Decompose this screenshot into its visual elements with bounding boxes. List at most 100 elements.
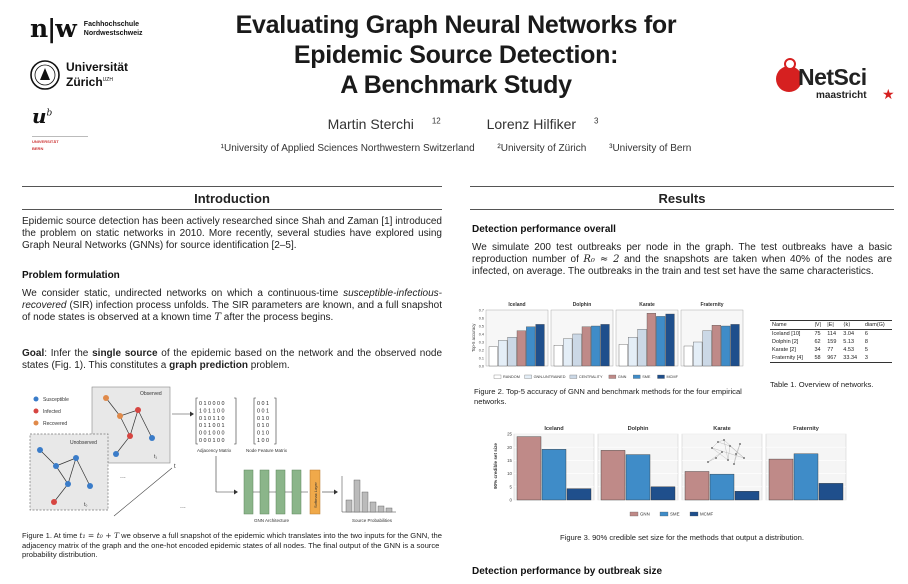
fig2-bar	[656, 316, 666, 367]
fig3-panel-title: Dolphin	[628, 426, 649, 432]
table-cell: 62	[814, 339, 821, 345]
affil2: ²University of Zürich	[497, 143, 587, 154]
table-cell: 159	[827, 339, 837, 345]
fig3-bar	[600, 450, 626, 501]
netsci-ball-icon	[776, 58, 802, 92]
affil1: ¹University of Applied Sciences Northwes…	[220, 143, 475, 154]
karate-network-inset	[707, 439, 745, 465]
adj-row: 0 0 1 0 0 0	[199, 431, 224, 437]
intro-para2: We consider static, undirected networks …	[22, 288, 442, 323]
fig2-bar	[507, 337, 517, 367]
problem-heading: Problem formulation	[22, 270, 120, 281]
feat-row: 0 0 1	[257, 401, 269, 407]
adj-row: 0 1 0 1 1 0	[199, 416, 224, 422]
overall-heading: Detection performance overall	[472, 224, 616, 235]
bern-u: u	[32, 104, 47, 128]
adjacency-matrix: 0 1 0 0 0 01 0 1 1 0 0 0 1 0 1 1 00 1 1 0…	[199, 401, 224, 444]
table-row: Iceland [10] 75 114 3.04 6	[770, 330, 892, 339]
table-cell: 77	[827, 347, 834, 353]
figure-3-chart: 90% credible set size 0 5 10 15 20 25 Iceland Do…	[493, 426, 847, 517]
fhnw-line1: Fachhochschule	[83, 20, 140, 28]
fig3-legend-label: MCMF	[700, 512, 713, 517]
fig2-legend-label: CENTRALITY	[579, 375, 603, 379]
author2-sup: 3	[593, 116, 599, 126]
feat-label: Node Feature Matrix	[246, 448, 288, 453]
figure-1: Observed t₁ Susceptible Infected Recover…	[29, 386, 396, 523]
table-cell: 5.13	[843, 339, 855, 345]
fig1-caption: Figure 1. At time t₁ = t₀ + T we observe…	[22, 531, 442, 559]
fig3-panel-title: Iceland	[544, 426, 564, 432]
fig2-legend-swatch	[524, 374, 532, 379]
table-cell: 34	[814, 347, 821, 353]
fig3-ytick: 0	[510, 498, 513, 503]
prob-label: Source Probabilities	[352, 518, 393, 523]
uzh-logo: Universität ZürichUZH	[30, 60, 128, 90]
fig2-bar	[535, 324, 545, 367]
fig3-bar	[566, 488, 592, 501]
fig3-ylabel: 90% credible set size	[493, 443, 498, 489]
author1-sup: 12	[431, 116, 441, 126]
fig3-legend-swatch	[659, 511, 669, 517]
fig3-bar	[734, 491, 760, 501]
legend-susceptible: Susceptible	[43, 397, 69, 403]
fhnw-logo: n|w Fachhochschule Nordwestschweiz	[30, 14, 143, 43]
fig3-ytick: 20	[507, 445, 512, 450]
adj-row: 0 1 1 0 0 1	[199, 423, 224, 429]
fig3-legend-label: SME	[670, 512, 680, 517]
fig2-bar	[628, 337, 638, 367]
table-cell: 58	[812, 354, 826, 363]
fhnw-line2: Nordwestschweiz	[83, 29, 143, 37]
netsci-star-icon: ★	[882, 86, 895, 102]
fig2-panel-title: Fraternity	[700, 302, 723, 308]
table-header-cell: |E|	[825, 320, 842, 330]
goal-para: Goal: Infer the single source of the epi…	[22, 348, 443, 371]
authors: Martin Sterchi 12 Lorenz Hilfiker 3	[170, 116, 742, 132]
fig2-legend-swatch	[608, 374, 617, 379]
table-cell: 75	[814, 331, 821, 337]
fig3-ytick: 15	[507, 458, 512, 463]
uzh-seal-icon	[30, 60, 60, 90]
fig3-ytick: 10	[507, 471, 512, 476]
title-line2: Epidemic Source Detection:	[293, 41, 619, 69]
table-header-cell: ⟨k⟩	[841, 320, 863, 330]
fig2-bar	[665, 313, 675, 367]
fig2-panel-title: Karate	[639, 302, 655, 308]
fig2-bar	[516, 330, 526, 367]
table-1: Name |V| |E| ⟨k⟩ diam(G) Iceland [10] 75 114 3.…	[770, 320, 892, 363]
fig2-bar	[637, 329, 647, 367]
bern-sup: b	[46, 108, 53, 119]
fig2-legend-swatch	[633, 374, 641, 379]
fig2-bar	[683, 345, 693, 367]
fig2-legend-swatch	[493, 374, 502, 379]
table1-caption: Table 1. Overview of networks.	[770, 380, 874, 389]
table-cell: Iceland [10]	[772, 331, 801, 337]
table-header-cell: diam(G)	[862, 320, 892, 330]
fig2-ytick: 0.2	[479, 348, 484, 352]
fig3-bar	[818, 483, 844, 501]
fig2-ylabel: Top-5 accuracy	[471, 323, 476, 352]
intro-heading: Introduction	[194, 191, 270, 206]
fig3-caption: Figure 3. 90% credible set size for the …	[560, 533, 804, 542]
fig2-bar	[526, 326, 536, 367]
fig2-bar	[646, 313, 656, 367]
fig2-legend-label: GNN	[618, 375, 627, 379]
fig2-bar	[693, 341, 703, 367]
figure-2-chart: Top-5 accuracy 0.0 0.1 0.2 0.3 0.4 0.5 0.6 0.7 Ic…	[471, 302, 744, 379]
netsci-logo: NetSci maastricht ★	[772, 56, 900, 106]
feature-matrix: 0 0 10 0 10 1 00 1 00 1 01 0 0	[257, 401, 269, 444]
fig2-ytick: 0.7	[479, 308, 484, 312]
title-line3: A Benchmark Study	[340, 71, 572, 99]
table-cell: 5	[864, 347, 868, 353]
author2: Lorenz Hilfiker	[486, 116, 577, 132]
fig3-bar	[625, 454, 651, 501]
table-header-cell: |V|	[812, 320, 826, 330]
fig3-ytick: 25	[507, 432, 512, 437]
uzh-line2: Zürich	[66, 75, 103, 89]
affiliations: ¹University of Applied Sciences Northwes…	[130, 143, 782, 154]
table-header-cell: Name	[770, 320, 813, 330]
softmax-label: Softmax Layer	[313, 482, 318, 508]
fig2-ytick: 0.6	[479, 316, 484, 320]
fig3-panel-title: Karate	[713, 426, 730, 432]
fig2-bar	[553, 345, 563, 367]
bern-logo: ub UNIVERSITÄT BERN	[32, 104, 88, 151]
